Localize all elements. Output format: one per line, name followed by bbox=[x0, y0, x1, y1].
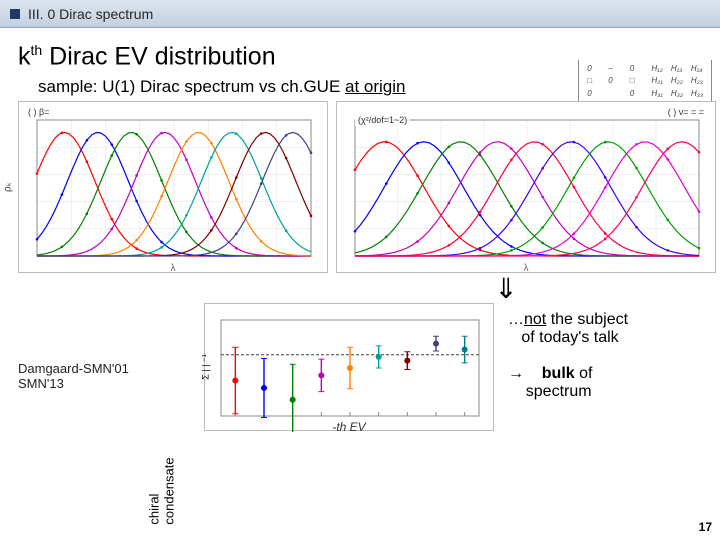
bottom-chart-panel: Σ | | ⁻¹ -th EV bbox=[204, 303, 494, 431]
sample-pre: sample: U(1) Dirac spectrum vs ch.GUE bbox=[38, 77, 345, 96]
rt2-bulk: bulk bbox=[542, 365, 575, 382]
slide-content: kth Dirac EV distribution sample: U(1) D… bbox=[0, 28, 720, 431]
chart-right-badge2: ( ) ν= = = bbox=[665, 106, 707, 118]
ref-line1: Damgaard-SMN'01 bbox=[18, 361, 144, 376]
bottom-chart-xlabel: -th EV bbox=[332, 420, 365, 434]
header-section-text: III. 0 Dirac spectrum bbox=[28, 6, 153, 22]
ref-line2: SMN'13 bbox=[18, 376, 144, 391]
title-rest: Dirac EV distribution bbox=[42, 42, 275, 70]
bottom-row: Damgaard-SMN'01 SMN'13 Σ | | ⁻¹ -th EV …… bbox=[18, 303, 702, 431]
chiral-condensate-label: chiral condensate bbox=[147, 457, 177, 524]
sample-underline: at origin bbox=[345, 77, 405, 96]
slide-number: 17 bbox=[699, 520, 712, 534]
charts-row: ( ) β= ρₖ λ (χ²/dof=1~2) ( ) ν= = = λ bbox=[18, 101, 702, 273]
rt1-not: not bbox=[524, 311, 546, 328]
title-sup: th bbox=[31, 42, 43, 58]
rt2-arr: → bbox=[508, 365, 542, 382]
chart-right-xlabel: λ bbox=[524, 263, 529, 274]
down-arrow-icon: ⇓ bbox=[310, 275, 702, 303]
chart-right-panel: (χ²/dof=1~2) ( ) ν= = = λ bbox=[336, 101, 716, 273]
rt1-pre: … bbox=[508, 311, 524, 328]
chart-left-ylabel: ρₖ bbox=[2, 182, 13, 192]
chart-left-badge: ( ) β= bbox=[25, 106, 52, 118]
title-prefix: k bbox=[18, 42, 31, 70]
right-text-block: …not the subject of today's talk → bulk … bbox=[494, 303, 684, 431]
header-bullet-icon bbox=[10, 9, 20, 19]
bottom-chart-svg bbox=[205, 304, 495, 432]
chart-right-badge: (χ²/dof=1~2) bbox=[355, 114, 410, 126]
right-text-line1: …not the subject of today's talk bbox=[508, 311, 684, 347]
bottom-chart-ylabel: Σ | | ⁻¹ bbox=[200, 355, 211, 381]
chart-left-xlabel: λ bbox=[171, 263, 176, 274]
right-text-line2: → bulk of spectrum bbox=[508, 365, 684, 401]
chart-left-panel: ( ) β= ρₖ λ bbox=[18, 101, 328, 273]
chart-right-svg bbox=[337, 102, 717, 274]
references: Damgaard-SMN'01 SMN'13 bbox=[18, 303, 148, 431]
chart-left-svg bbox=[19, 102, 329, 274]
slide-header: III. 0 Dirac spectrum bbox=[0, 0, 720, 28]
